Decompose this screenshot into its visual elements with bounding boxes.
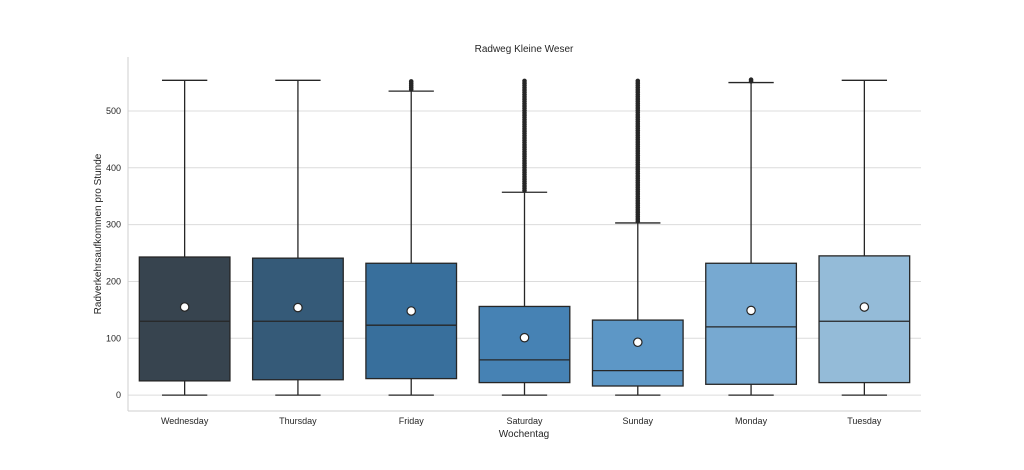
box-saturday bbox=[478, 78, 571, 396]
x-tick-label: Sunday bbox=[623, 416, 654, 426]
iqr-box bbox=[478, 305, 571, 384]
outliers bbox=[522, 78, 527, 193]
y-tick-label: 400 bbox=[106, 163, 121, 173]
iqr-box bbox=[818, 255, 911, 384]
mean-marker bbox=[293, 302, 303, 313]
y-tick-label: 300 bbox=[106, 220, 121, 230]
mean-marker bbox=[746, 305, 756, 316]
y-axis-label: Radverkehrsaufkommen pro Stunde bbox=[93, 153, 104, 314]
box-monday bbox=[705, 77, 798, 396]
iqr-box bbox=[705, 262, 798, 385]
x-tick-label: Tuesday bbox=[847, 416, 882, 426]
mean-marker bbox=[406, 306, 417, 316]
mean-marker bbox=[519, 332, 530, 343]
iqr-box bbox=[591, 319, 684, 387]
x-tick-label: Saturday bbox=[506, 416, 543, 426]
x-tick-label: Monday bbox=[735, 416, 768, 426]
boxes bbox=[138, 77, 911, 396]
x-tick-label: Wednesday bbox=[161, 416, 209, 426]
outlier-point bbox=[522, 78, 527, 84]
x-axis-label: Wochentag bbox=[499, 429, 549, 440]
outliers bbox=[635, 78, 641, 224]
box-tuesday bbox=[818, 79, 911, 396]
outliers bbox=[748, 77, 754, 84]
y-tick-labels: 0 100 200 300 400 500 bbox=[106, 106, 121, 400]
box-wednesday bbox=[138, 79, 231, 396]
x-tick-label: Thursday bbox=[279, 416, 317, 426]
y-tick-label: 0 bbox=[116, 390, 121, 400]
outliers bbox=[408, 79, 414, 92]
x-tick-label: Friday bbox=[399, 416, 425, 426]
box-thursday bbox=[251, 79, 344, 396]
chart-title: Radweg Kleine Weser bbox=[475, 44, 574, 55]
y-tick-label: 100 bbox=[106, 333, 121, 343]
box-sunday bbox=[591, 78, 684, 396]
mean-marker bbox=[179, 302, 190, 312]
outlier-point bbox=[408, 79, 414, 84]
mean-marker bbox=[859, 302, 870, 312]
outlier-point bbox=[748, 77, 754, 83]
x-tick-labels: Wednesday Thursday Friday Saturday Sunday Mon… bbox=[161, 416, 882, 426]
iqr-box bbox=[251, 257, 344, 381]
box-friday bbox=[365, 79, 458, 396]
mean-marker bbox=[632, 337, 643, 348]
iqr-box bbox=[365, 262, 458, 380]
outlier-point bbox=[635, 78, 641, 84]
y-tick-label: 200 bbox=[106, 276, 121, 286]
y-tick-label: 500 bbox=[106, 106, 121, 116]
iqr-box bbox=[138, 256, 231, 382]
